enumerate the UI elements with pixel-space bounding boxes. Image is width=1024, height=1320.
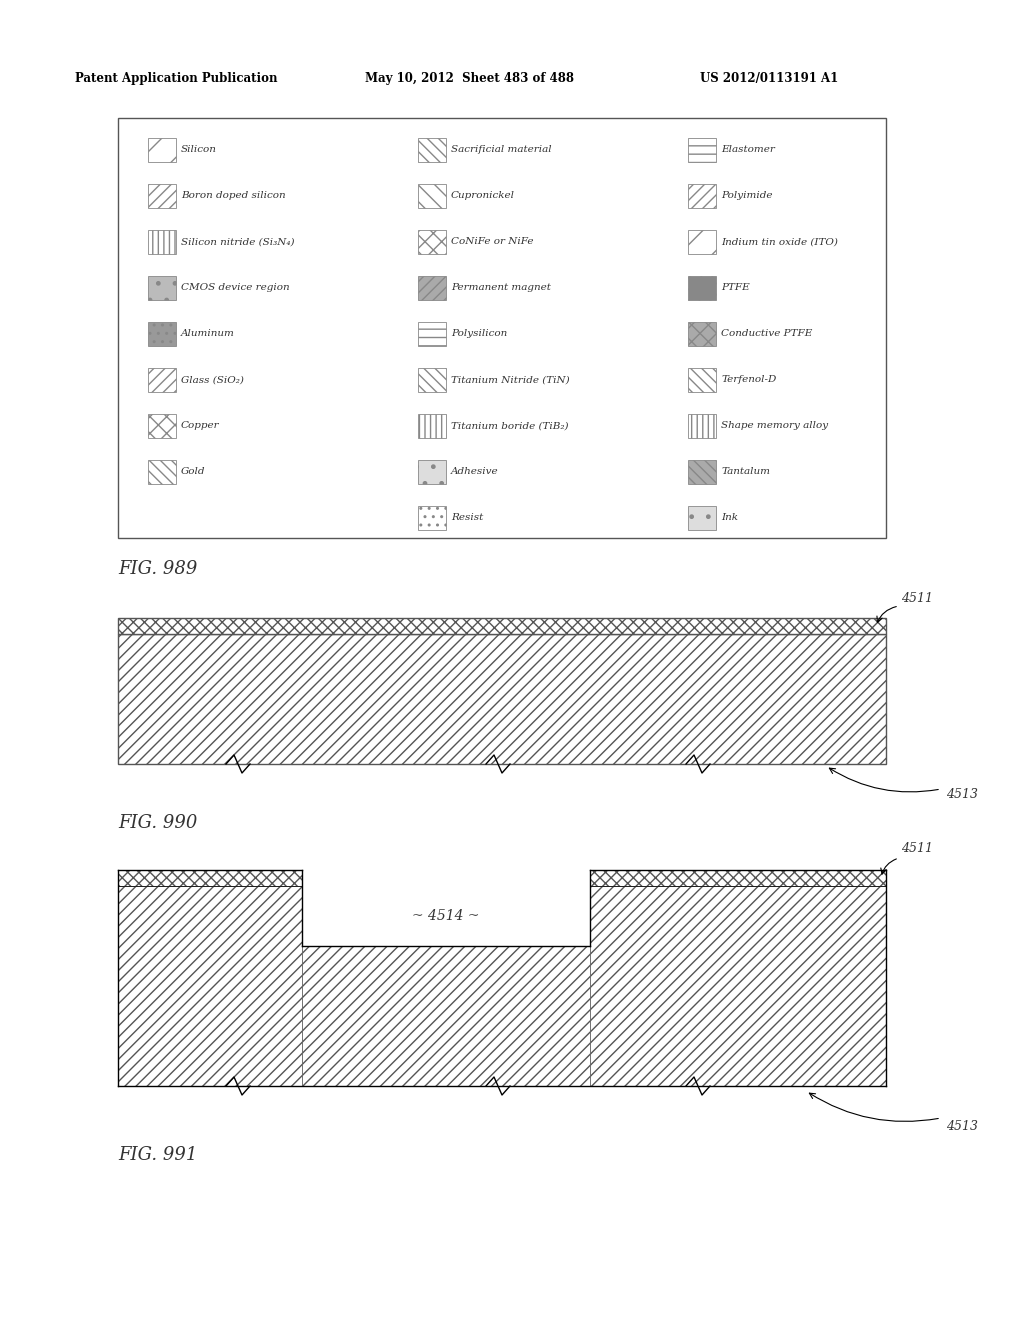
Bar bbox=[118, 870, 302, 886]
Text: Boron doped silicon: Boron doped silicon bbox=[181, 191, 286, 201]
Text: Ink: Ink bbox=[721, 513, 738, 523]
Text: Patent Application Publication: Patent Application Publication bbox=[75, 73, 278, 84]
Bar bbox=[688, 322, 716, 346]
Bar bbox=[118, 886, 302, 1086]
Text: Glass (SiO₂): Glass (SiO₂) bbox=[181, 375, 244, 384]
Text: PTFE: PTFE bbox=[721, 284, 750, 293]
Text: FIG. 989: FIG. 989 bbox=[118, 560, 198, 578]
Text: CMOS device region: CMOS device region bbox=[181, 284, 290, 293]
Bar bbox=[590, 886, 886, 1086]
Bar bbox=[118, 117, 886, 539]
Bar bbox=[688, 414, 716, 438]
Bar bbox=[418, 183, 446, 209]
Bar bbox=[118, 634, 886, 764]
Bar bbox=[302, 946, 590, 1086]
Text: Silicon: Silicon bbox=[181, 145, 217, 154]
Bar bbox=[418, 414, 446, 438]
Bar bbox=[148, 139, 176, 162]
Text: May 10, 2012  Sheet 483 of 488: May 10, 2012 Sheet 483 of 488 bbox=[365, 73, 574, 84]
Text: Elastomer: Elastomer bbox=[721, 145, 775, 154]
Text: Tantalum: Tantalum bbox=[721, 467, 770, 477]
Text: Silicon nitride (Si₃N₄): Silicon nitride (Si₃N₄) bbox=[181, 238, 295, 247]
Text: FIG. 991: FIG. 991 bbox=[118, 1146, 198, 1164]
Text: 4511: 4511 bbox=[901, 591, 933, 605]
Text: Indium tin oxide (ITO): Indium tin oxide (ITO) bbox=[721, 238, 838, 247]
Text: CoNiFe or NiFe: CoNiFe or NiFe bbox=[451, 238, 534, 247]
Text: Polyimide: Polyimide bbox=[721, 191, 772, 201]
Bar bbox=[590, 870, 886, 886]
Text: Adhesive: Adhesive bbox=[451, 467, 499, 477]
Bar bbox=[418, 506, 446, 531]
Text: Cupronickel: Cupronickel bbox=[451, 191, 515, 201]
Text: Aluminum: Aluminum bbox=[181, 330, 234, 338]
Bar bbox=[418, 368, 446, 392]
Text: Conductive PTFE: Conductive PTFE bbox=[721, 330, 812, 338]
Text: Titanium boride (TiB₂): Titanium boride (TiB₂) bbox=[451, 421, 568, 430]
Text: US 2012/0113191 A1: US 2012/0113191 A1 bbox=[700, 73, 839, 84]
Bar bbox=[118, 618, 886, 634]
Text: Titanium Nitride (TiN): Titanium Nitride (TiN) bbox=[451, 375, 569, 384]
Text: Permanent magnet: Permanent magnet bbox=[451, 284, 551, 293]
Text: Gold: Gold bbox=[181, 467, 206, 477]
Text: 4513: 4513 bbox=[946, 788, 978, 800]
Bar bbox=[148, 230, 176, 253]
Text: Shape memory alloy: Shape memory alloy bbox=[721, 421, 828, 430]
Bar bbox=[688, 368, 716, 392]
Bar bbox=[688, 139, 716, 162]
Bar bbox=[148, 459, 176, 484]
Text: 4511: 4511 bbox=[901, 842, 933, 854]
Bar bbox=[418, 230, 446, 253]
Bar bbox=[148, 276, 176, 300]
Text: Sacrificial material: Sacrificial material bbox=[451, 145, 552, 154]
Bar bbox=[418, 139, 446, 162]
Bar bbox=[688, 506, 716, 531]
Text: Resist: Resist bbox=[451, 513, 483, 523]
Bar bbox=[148, 368, 176, 392]
Bar bbox=[688, 183, 716, 209]
Text: Terfenol-D: Terfenol-D bbox=[721, 375, 776, 384]
Text: FIG. 990: FIG. 990 bbox=[118, 814, 198, 832]
Bar bbox=[148, 414, 176, 438]
Bar bbox=[418, 276, 446, 300]
Bar bbox=[688, 230, 716, 253]
Text: 4513: 4513 bbox=[946, 1119, 978, 1133]
Text: ~ 4514 ~: ~ 4514 ~ bbox=[413, 909, 480, 923]
Bar bbox=[688, 459, 716, 484]
Bar bbox=[688, 276, 716, 300]
Text: Polysilicon: Polysilicon bbox=[451, 330, 507, 338]
Bar bbox=[148, 183, 176, 209]
Bar bbox=[418, 459, 446, 484]
Text: Copper: Copper bbox=[181, 421, 219, 430]
Bar bbox=[148, 322, 176, 346]
Bar bbox=[418, 322, 446, 346]
